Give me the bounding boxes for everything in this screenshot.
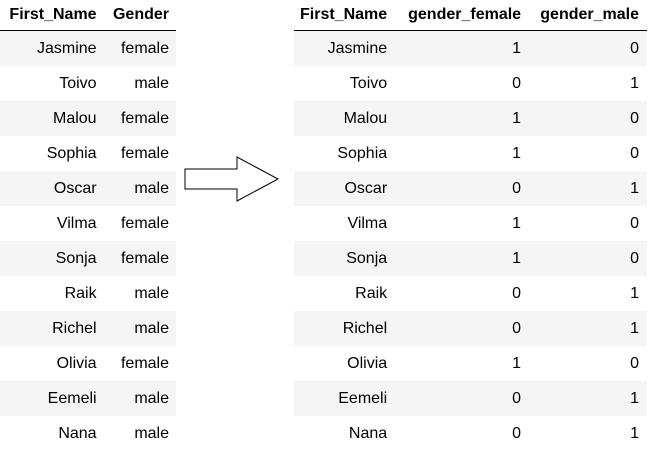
table-row: Toivo 0 1 (294, 66, 647, 101)
cell-first-name: Raik (64, 284, 97, 302)
cell-first-name: Eemeli (47, 389, 97, 407)
cell-first-name: Sophia (46, 144, 97, 162)
cell-gender: female (120, 249, 169, 267)
cell-gender-female: 0 (512, 284, 522, 302)
cell-gender: male (134, 424, 169, 442)
cell-gender: male (134, 389, 169, 407)
cell-gender: female (120, 109, 169, 127)
table-row: Sonja female (0, 241, 176, 276)
cell-gender: male (134, 179, 169, 197)
table-row: Vilma 1 0 (294, 206, 647, 241)
cell-first-name: Sonja (346, 249, 388, 267)
cell-gender-male: 0 (630, 144, 639, 162)
cell-gender-male: 0 (630, 354, 639, 372)
cell-first-name: Vilma (56, 214, 97, 232)
cell-gender-female: 1 (512, 354, 522, 372)
cell-first-name: Richel (52, 319, 97, 337)
table-row: Raik 0 1 (294, 276, 647, 311)
original-table: First_Name Gender Jasmine female Toivo male… (0, 0, 176, 451)
original-table-header-row: First_Name Gender (0, 0, 176, 31)
cell-gender-female: 0 (512, 319, 522, 337)
cell-gender-male: 1 (630, 319, 639, 337)
table-row: Olivia female (0, 346, 176, 381)
cell-first-name: Oscar (53, 179, 97, 197)
table-row: Richel 0 1 (294, 311, 647, 346)
cell-gender: male (134, 284, 169, 302)
cell-gender-female: 0 (512, 179, 522, 197)
cell-gender-male: 0 (630, 214, 639, 232)
cell-gender: male (134, 319, 169, 337)
cell-gender-male: 1 (630, 284, 639, 302)
cell-gender-female: 0 (512, 424, 522, 442)
column-header-first-name: First_Name (0, 0, 103, 31)
table-row: Malou 1 0 (294, 101, 647, 136)
cell-gender: male (134, 74, 169, 92)
cell-gender: female (120, 144, 169, 162)
cell-first-name: Richel (342, 319, 388, 337)
cell-gender-female: 1 (512, 39, 522, 57)
column-header-gender-female: gender_female (393, 0, 528, 31)
cell-gender-female: 1 (512, 144, 522, 162)
column-header-gender: Gender (102, 0, 176, 31)
table-row: Olivia 1 0 (294, 346, 647, 381)
cell-first-name: Toivo (59, 74, 97, 92)
cell-first-name: Olivia (347, 354, 388, 372)
cell-gender-female: 1 (512, 214, 522, 232)
cell-first-name: Malou (53, 109, 97, 127)
table-row: Vilma female (0, 206, 176, 241)
encoded-table-header-row: First_Name gender_female gender_male (294, 0, 647, 31)
cell-gender-male: 0 (630, 249, 639, 267)
cell-first-name: Olivia (56, 354, 97, 372)
cell-first-name: Raik (355, 284, 388, 302)
table-row: Eemeli 0 1 (294, 381, 647, 416)
cell-gender-male: 1 (630, 74, 639, 92)
cell-first-name: Sophia (337, 144, 388, 162)
table-row: Oscar male (0, 171, 176, 206)
cell-first-name: Sonja (55, 249, 97, 267)
table-row: Eemeli male (0, 381, 176, 416)
cell-gender: female (120, 354, 169, 372)
table-row: Jasmine 1 0 (294, 30, 647, 66)
one-hot-encoded-table: First_Name gender_female gender_male Jas… (294, 0, 647, 451)
cell-first-name: Jasmine (37, 39, 97, 57)
table-row: Nana male (0, 416, 176, 451)
cell-gender-male: 1 (630, 389, 639, 407)
table-row: Sonja 1 0 (294, 241, 647, 276)
table-row: Sophia 1 0 (294, 136, 647, 171)
cell-gender-female: 0 (512, 389, 522, 407)
cell-gender-male: 0 (630, 39, 639, 57)
cell-first-name: Toivo (349, 74, 388, 92)
table-row: Oscar 0 1 (294, 171, 647, 206)
original-table-body: Jasmine female Toivo male Malou female Sophia f… (0, 30, 176, 451)
cell-first-name: Jasmine (327, 39, 388, 57)
cell-gender-male: 1 (630, 179, 639, 197)
column-header-gender-male: gender_male (527, 0, 647, 31)
cell-first-name: Eemeli (338, 389, 388, 407)
table-row: Toivo male (0, 66, 176, 101)
cell-gender: female (120, 39, 169, 57)
cell-first-name: Nana (348, 424, 388, 442)
table-row: Malou female (0, 101, 176, 136)
table-row: Jasmine female (0, 30, 176, 66)
table-row: Nana 0 1 (294, 416, 647, 451)
cell-gender-male: 1 (630, 424, 639, 442)
right-arrow-icon (184, 156, 280, 202)
table-row: Raik male (0, 276, 176, 311)
cell-gender: female (120, 214, 169, 232)
table-row: Richel male (0, 311, 176, 346)
cell-gender-male: 0 (630, 109, 639, 127)
cell-gender-female: 1 (512, 249, 522, 267)
cell-gender-female: 0 (512, 74, 522, 92)
cell-first-name: Nana (58, 424, 97, 442)
cell-first-name: Malou (343, 109, 388, 127)
cell-first-name: Vilma (347, 214, 388, 232)
encoded-table-body: Jasmine 1 0 Toivo 0 1 Malou 1 0 Sophia 1 0 Oscar 0 1 Vi… (294, 30, 647, 451)
cell-gender-female: 1 (512, 109, 522, 127)
table-row: Sophia female (0, 136, 176, 171)
column-header-first-name: First_Name (294, 0, 394, 31)
cell-first-name: Oscar (344, 179, 388, 197)
